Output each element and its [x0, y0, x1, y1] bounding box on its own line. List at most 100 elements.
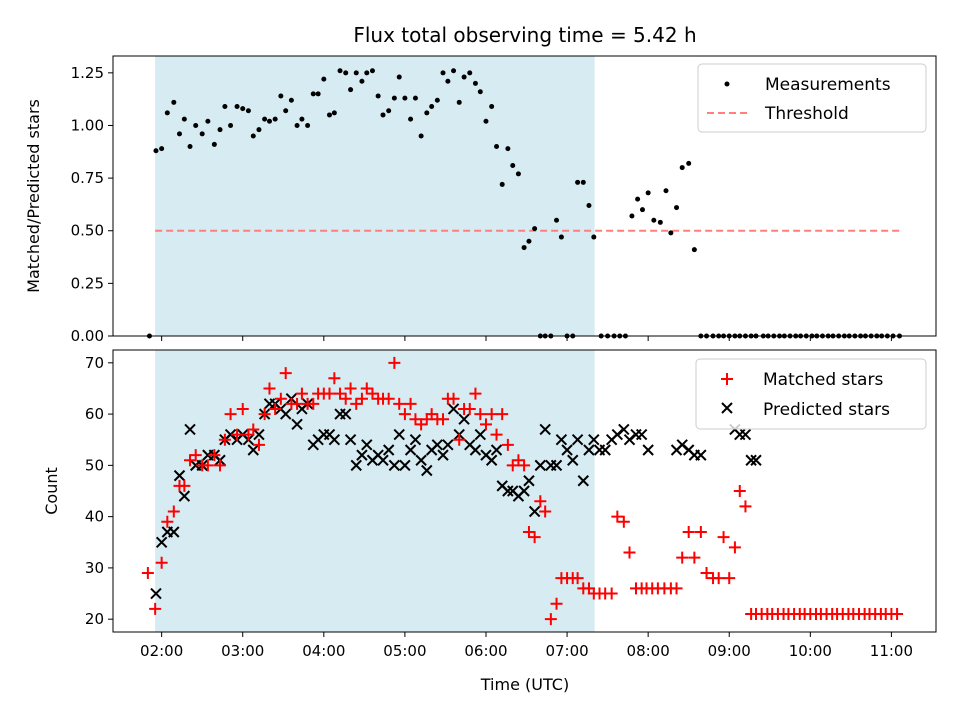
- measurement-point: [645, 190, 651, 196]
- predicted-star-point: [437, 449, 449, 461]
- measurement-point: [489, 104, 495, 110]
- measurement-point: [240, 106, 246, 112]
- bottom-y-tick-label: 50: [85, 456, 104, 474]
- top-y-tick-label: 0.00: [71, 327, 104, 345]
- predicted-star-point: [745, 454, 757, 466]
- measurement-point: [591, 234, 597, 240]
- top-y-ticks: 0.00 0.25 0.50 0.75 1.00 1.25: [71, 64, 113, 345]
- x-tick-label: 07:00: [545, 642, 588, 660]
- predicted-star-point: [642, 444, 654, 456]
- matched-star-point: [208, 449, 221, 462]
- matched-star-point: [485, 408, 498, 421]
- x-tick-label: 10:00: [789, 642, 832, 660]
- predicted-star-point: [409, 434, 422, 446]
- matched-star-point: [688, 551, 701, 564]
- matched-star-point: [307, 397, 320, 410]
- predicted-star-point: [458, 413, 470, 425]
- top-y-tick-label: 0.50: [71, 222, 104, 240]
- bottom-x-ticks: 02:00 03:00 04:00 05:00 06:00 07:00 08:00 09:00…: [140, 632, 913, 660]
- predicted-star-point: [247, 444, 259, 456]
- predicted-star-point: [328, 434, 341, 446]
- predicted-star-point: [561, 444, 573, 456]
- measurement-point: [456, 99, 462, 105]
- measurement-point: [310, 91, 316, 97]
- legend-predicted-marker: [721, 402, 733, 414]
- matched-star-point: [728, 541, 741, 554]
- matched-stars-points: [141, 356, 904, 626]
- measurement-point: [181, 116, 187, 122]
- predicted-star-point: [393, 428, 405, 441]
- top-ylabel: Matched/Predicted stars: [24, 99, 43, 293]
- predicted-star-point: [356, 449, 368, 461]
- matched-star-point: [252, 438, 265, 451]
- matched-star-point: [382, 392, 395, 405]
- measurement-point: [187, 144, 193, 150]
- measurement-point: [629, 213, 635, 219]
- predicted-star-point: [588, 434, 600, 446]
- measurement-point: [510, 162, 516, 168]
- measurement-point: [412, 95, 418, 101]
- measurement-point: [402, 95, 408, 101]
- measurement-point: [315, 91, 321, 97]
- measurement-point: [278, 93, 284, 99]
- measurement-point: [483, 118, 489, 124]
- predicted-star-point: [571, 434, 584, 446]
- predicted-star-point: [490, 444, 503, 456]
- measurement-point: [434, 97, 440, 103]
- matched-star-point: [522, 526, 535, 539]
- measurement-point: [679, 165, 685, 171]
- matched-star-point: [571, 572, 584, 585]
- matched-star-point: [409, 413, 422, 426]
- matched-star-point: [334, 387, 347, 400]
- predicted-star-point: [618, 423, 630, 436]
- predicted-star-point: [447, 403, 460, 415]
- measurement-point: [337, 68, 343, 74]
- matched-star-point: [463, 402, 476, 415]
- x-tick-label: 04:00: [302, 642, 345, 660]
- matched-star-point: [398, 408, 411, 421]
- matched-star-point: [605, 587, 618, 600]
- x-tick-label: 03:00: [221, 642, 264, 660]
- predicted-star-point: [280, 408, 292, 420]
- legend-matched-marker: [721, 373, 733, 385]
- predicted-star-point: [184, 423, 196, 436]
- bottom-panel: 20 30 40 50 60 70 02:00 03:00 04:00 05:00 06:00 07…: [42, 350, 937, 694]
- predicted-star-point: [550, 459, 563, 472]
- measurement-point: [299, 116, 305, 122]
- predicted-star-point: [253, 428, 265, 441]
- bottom-y-tick-label: 40: [85, 508, 104, 526]
- legend-threshold-label: Threshold: [764, 104, 849, 124]
- measurement-point: [521, 245, 527, 251]
- top-y-tick-label: 1.00: [71, 116, 104, 134]
- matched-star-point: [269, 402, 282, 415]
- x-tick-label: 05:00: [383, 642, 426, 660]
- measurement-point: [515, 171, 521, 177]
- matched-star-point: [437, 413, 450, 426]
- matched-star-point: [184, 454, 197, 467]
- matched-star-point: [682, 526, 695, 539]
- predicted-star-point: [474, 428, 487, 441]
- predicted-star-point: [528, 505, 541, 518]
- matched-star-point: [344, 382, 357, 395]
- measurement-point: [380, 112, 386, 118]
- measurement-point: [245, 108, 251, 114]
- measurement-point: [205, 118, 211, 124]
- measurement-point: [391, 95, 397, 101]
- measurement-point: [164, 110, 170, 116]
- top-observing-window: [155, 56, 595, 336]
- top-legend: Measurements Threshold: [697, 63, 927, 133]
- predicted-star-point: [361, 439, 373, 451]
- matched-star-point: [295, 387, 308, 400]
- predicted-star-point: [404, 444, 417, 456]
- predicted-star-point: [340, 408, 352, 420]
- measurement-point: [396, 74, 402, 80]
- matched-star-point: [393, 397, 406, 410]
- matched-star-point: [279, 367, 292, 380]
- x-tick-label: 08:00: [627, 642, 670, 660]
- matched-star-point: [404, 397, 417, 410]
- bottom-y-tick-label: 30: [85, 559, 104, 577]
- measurement-point: [558, 234, 564, 240]
- predicted-star-point: [399, 459, 411, 472]
- matched-star-point: [161, 515, 174, 528]
- measurement-point: [639, 207, 645, 213]
